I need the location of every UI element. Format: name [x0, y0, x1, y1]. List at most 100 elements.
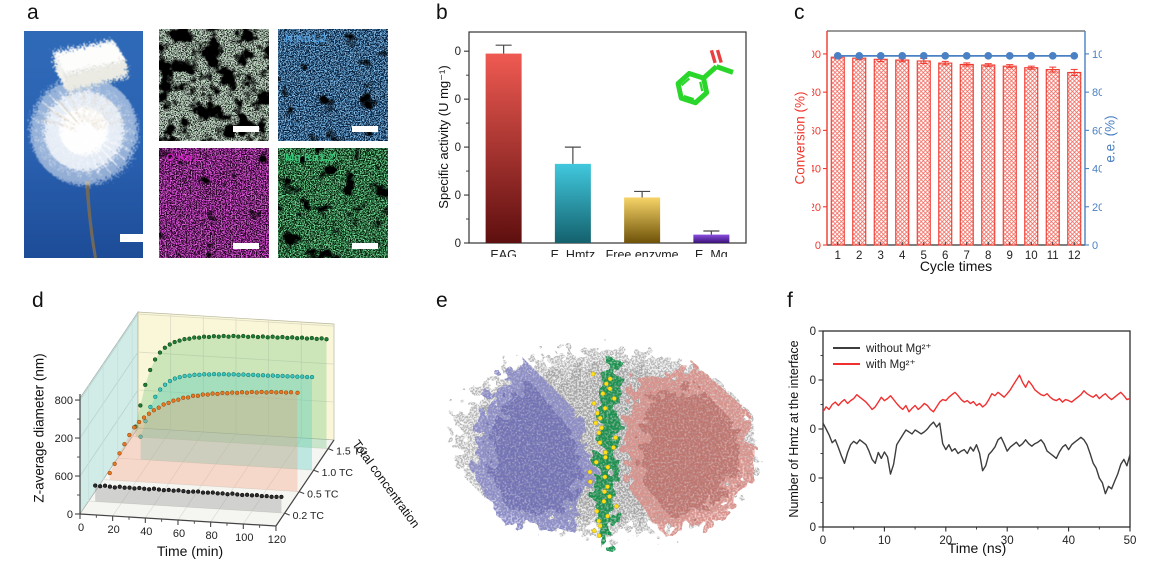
svg-text:0: 0 — [67, 509, 73, 521]
eds-map-oxygen: O Kα1 — [159, 148, 269, 258]
c-right-axis-title: e.e. (%) — [1102, 115, 1118, 163]
svg-text:40: 40 — [140, 526, 152, 538]
svg-text:6: 6 — [942, 250, 948, 262]
svg-text:10: 10 — [1025, 250, 1038, 262]
svg-text:EAG: EAG — [490, 248, 516, 257]
c-x-axis-title: Cycle times — [919, 258, 993, 274]
svg-text:500: 500 — [810, 424, 816, 436]
svg-text:100: 100 — [1092, 49, 1102, 61]
svg-text:5: 5 — [921, 250, 927, 262]
f-legend-entry-with-mg: with Mg²⁺ — [833, 356, 932, 372]
svg-text:60: 60 — [173, 528, 185, 540]
eds-map-label-mg: Mg Kα1,2 — [285, 152, 334, 164]
chart-f-hmtz-interface: 0 10 20 30 40 50 300 400 500 600 700 — [810, 326, 1137, 544]
panel-label-f: f — [787, 289, 793, 312]
svg-text:20: 20 — [455, 190, 461, 202]
svg-text:1: 1 — [835, 250, 841, 262]
svg-text:600: 600 — [810, 375, 816, 387]
svg-text:1.0 TC: 1.0 TC — [322, 467, 354, 479]
f-legend-label-with-mg: with Mg²⁺ — [866, 359, 916, 371]
svg-text:0: 0 — [1092, 240, 1098, 252]
mg-ion-dots — [587, 371, 619, 538]
svg-text:E_Hmtz: E_Hmtz — [551, 248, 595, 257]
panel-label-a: a — [27, 1, 39, 24]
d-y-axis-title: Z-average diameter (nm) — [31, 353, 47, 503]
svg-text:E_Mg: E_Mg — [695, 248, 728, 257]
svg-text:30: 30 — [1001, 535, 1014, 544]
eds-o-scale-bar — [233, 243, 259, 249]
f-x-axis-title: Time (ns) — [947, 540, 1007, 556]
svg-text:0: 0 — [78, 522, 84, 534]
f-legend-entry-without-mg: without Mg²⁺ — [833, 340, 932, 356]
chart-c-recycling: 002020404060608080100100123456789101112 — [812, 30, 1102, 262]
hmtz-interface-layer — [594, 356, 622, 552]
svg-text:120: 120 — [268, 534, 286, 546]
svg-text:Free enzyme: Free enzyme — [606, 248, 679, 257]
svg-text:2: 2 — [856, 250, 862, 262]
b-y-axis-title: Specific activity (U mg⁻¹) — [436, 65, 451, 209]
svg-text:40: 40 — [1092, 164, 1102, 176]
svg-text:300: 300 — [810, 522, 816, 534]
svg-text:60: 60 — [455, 94, 461, 106]
svg-text:80: 80 — [206, 530, 218, 542]
sem-scale-bar — [233, 126, 259, 132]
dandelion-seed-head — [30, 77, 138, 185]
svg-text:100: 100 — [812, 49, 821, 61]
panel-label-d: d — [32, 289, 44, 312]
eds-n-scale-bar — [352, 126, 378, 132]
panel-label-b: b — [436, 1, 448, 24]
svg-text:600: 600 — [55, 471, 73, 483]
photo-scale-bar — [120, 234, 143, 242]
chart-b-specific-activity: 0 20 40 60 80 EAG E_Hmtz Free enzyme E_Mg — [455, 31, 747, 257]
f-legend-line-red — [833, 362, 860, 366]
eds-map-label-o: O Kα1 — [166, 152, 199, 164]
md-simulation-snapshot — [455, 350, 755, 552]
svg-text:80: 80 — [1092, 87, 1102, 99]
svg-text:40: 40 — [455, 142, 461, 154]
svg-text:20: 20 — [108, 524, 120, 536]
svg-text:1800: 1800 — [55, 395, 73, 407]
dandelion-aerogel-photo — [24, 31, 143, 258]
panel-label-c: c — [794, 1, 805, 24]
f-legend: without Mg²⁺ with Mg²⁺ — [833, 340, 932, 372]
f-y-axis-title: Number of Hmtz at the interface — [787, 340, 801, 518]
c-left-axis-title: Conversion (%) — [792, 91, 808, 185]
protein-subunit-purple-shadow — [489, 382, 583, 514]
svg-text:80: 80 — [812, 87, 821, 99]
svg-text:11: 11 — [1047, 250, 1059, 262]
eds-map-label-n: N Kα1,2 — [285, 33, 326, 45]
svg-text:4: 4 — [899, 250, 906, 262]
substrate-molecule-icon — [675, 49, 734, 106]
svg-text:1.5 TC: 1.5 TC — [336, 446, 368, 458]
svg-text:50: 50 — [1124, 535, 1137, 544]
sem-image — [159, 29, 269, 141]
svg-text:100: 100 — [235, 532, 253, 544]
svg-text:0: 0 — [455, 238, 461, 250]
panel-label-e: e — [436, 289, 448, 312]
svg-text:3: 3 — [878, 250, 884, 262]
eds-map-magnesium: Mg Kα1,2 — [278, 148, 388, 258]
svg-text:10: 10 — [878, 535, 891, 544]
svg-text:60: 60 — [812, 125, 821, 137]
d-x-axis-title: Time (min) — [156, 543, 224, 559]
svg-text:20: 20 — [1092, 202, 1102, 214]
svg-text:12: 12 — [1068, 250, 1081, 262]
svg-text:20: 20 — [939, 535, 952, 544]
svg-text:0.5 TC: 0.5 TC — [307, 489, 339, 501]
svg-text:20: 20 — [812, 202, 821, 214]
svg-text:7: 7 — [964, 250, 970, 262]
dandelion-stem — [85, 181, 97, 258]
svg-text:8: 8 — [985, 250, 991, 262]
svg-text:700: 700 — [810, 326, 816, 338]
svg-text:0: 0 — [815, 240, 821, 252]
svg-text:80: 80 — [455, 46, 461, 58]
svg-text:60: 60 — [1092, 125, 1102, 137]
eds-map-nitrogen: N Kα1,2 — [278, 29, 388, 141]
svg-text:0: 0 — [820, 535, 826, 544]
f-legend-line-black — [833, 346, 860, 350]
svg-text:40: 40 — [812, 164, 821, 176]
eds-mg-scale-bar — [352, 243, 378, 249]
